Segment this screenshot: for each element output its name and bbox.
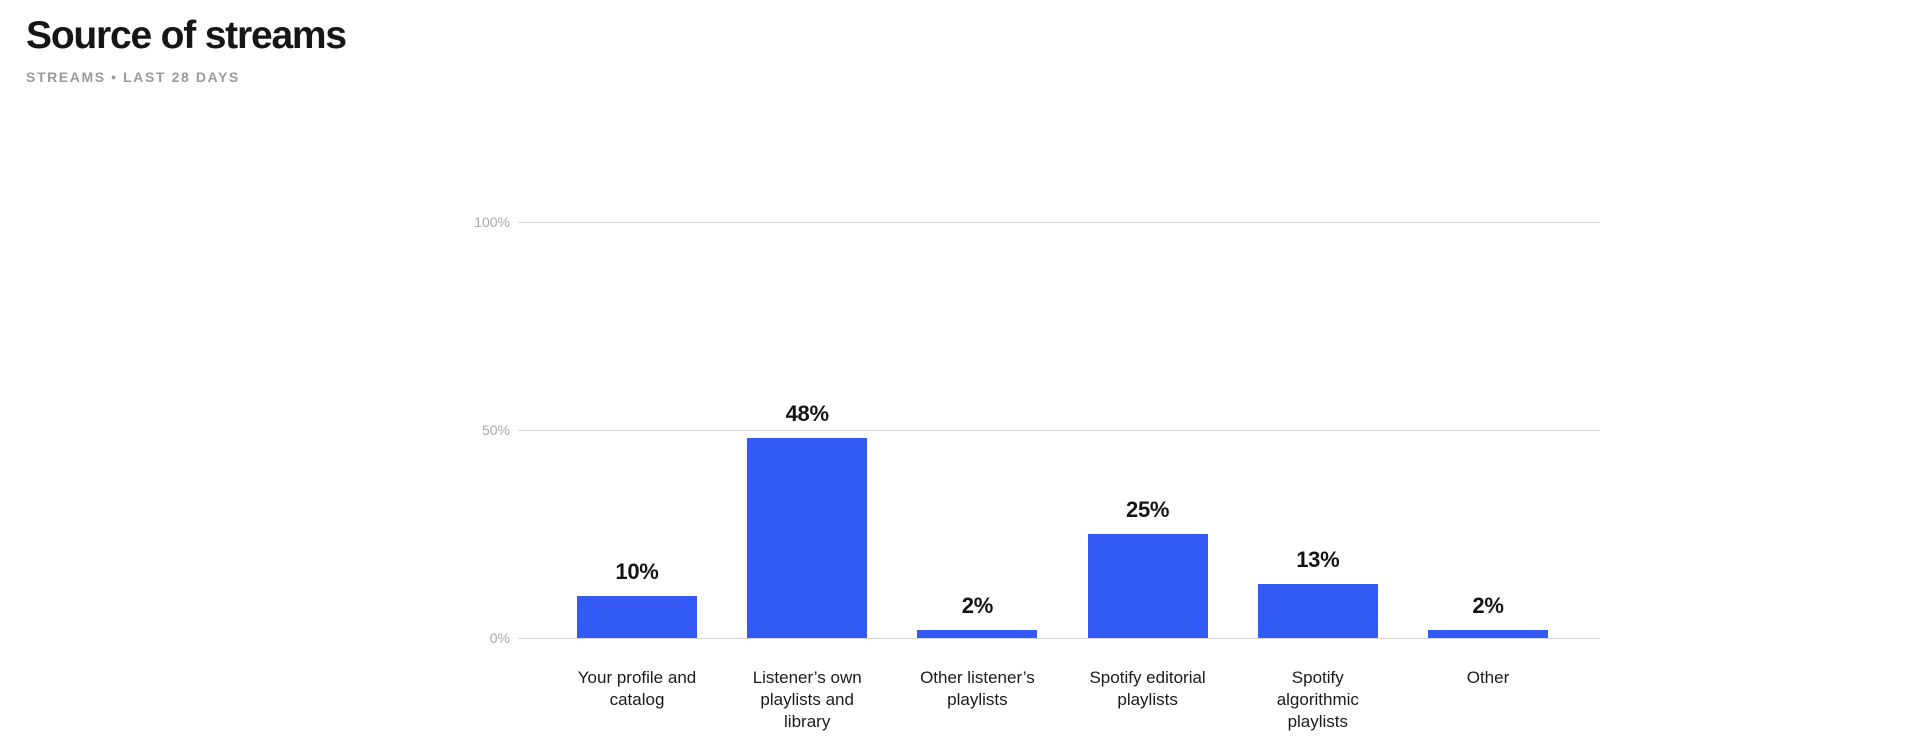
page-title: Source of streams (26, 14, 347, 57)
chart-bar-3[interactable] (917, 629, 1038, 638)
bar-category-label-line: catalog (609, 690, 665, 709)
gridline-50 (518, 429, 1600, 431)
bar-value-label: 2% (961, 592, 994, 618)
chart-bar-6[interactable] (1428, 629, 1548, 638)
bar-category-label-line: playlists and (760, 690, 854, 709)
bar-category-label-line: algorithmic (1276, 690, 1359, 709)
bar-value-label: 48% (785, 401, 829, 427)
bar-category-label: Other (1408, 667, 1568, 689)
bar-category-label-line: library (784, 712, 831, 731)
bar-category-label-line: Listener’s own (752, 668, 862, 687)
chart-bar-1[interactable] (577, 596, 697, 638)
bar-category-label-line: playlists (1117, 690, 1178, 709)
y-axis-tick-label: 50% (481, 422, 510, 438)
bar-value-label: 10% (615, 559, 659, 585)
bar-category-label: Listener’s own playlists and library (727, 667, 887, 733)
bar-category-label-line: Other listener’s (920, 668, 1035, 687)
bar-category-label: Spotify algorithmic playlists (1238, 667, 1398, 733)
bar-category-label: Spotify editorial playlists (1068, 667, 1228, 711)
bar-category-label-line: Your profile and (577, 668, 697, 687)
bar-value-label: 25% (1126, 497, 1170, 522)
bar-value-label: 13% (1296, 546, 1340, 572)
bar-category-label-line: playlists (947, 690, 1008, 709)
bar-category-label: Other listener’s playlists (897, 667, 1057, 711)
y-axis-tick-label: 100% (474, 214, 510, 230)
chart-bar-2[interactable] (747, 438, 868, 638)
chart-bar-4[interactable] (1087, 534, 1208, 638)
page-subtitle: STREAMS • LAST 28 DAYS (26, 69, 240, 85)
y-axis-tick-label: 0% (489, 630, 510, 646)
chart-bar-5[interactable] (1257, 583, 1378, 638)
gridline-0 (518, 637, 1600, 639)
bar-category-label: Your profile and catalog (557, 667, 717, 711)
bar-category-label-line: Other (1466, 668, 1510, 687)
bar-category-label-line: Spotify (1291, 668, 1344, 687)
gridline-100 (518, 221, 1600, 223)
bar-category-label-line: Spotify editorial (1089, 668, 1206, 687)
bar-value-label: 2% (1472, 592, 1504, 618)
chart-header: Source of streams STREAMS • LAST 28 DAYS (26, 14, 347, 85)
bar-category-label-line: playlists (1287, 712, 1349, 731)
